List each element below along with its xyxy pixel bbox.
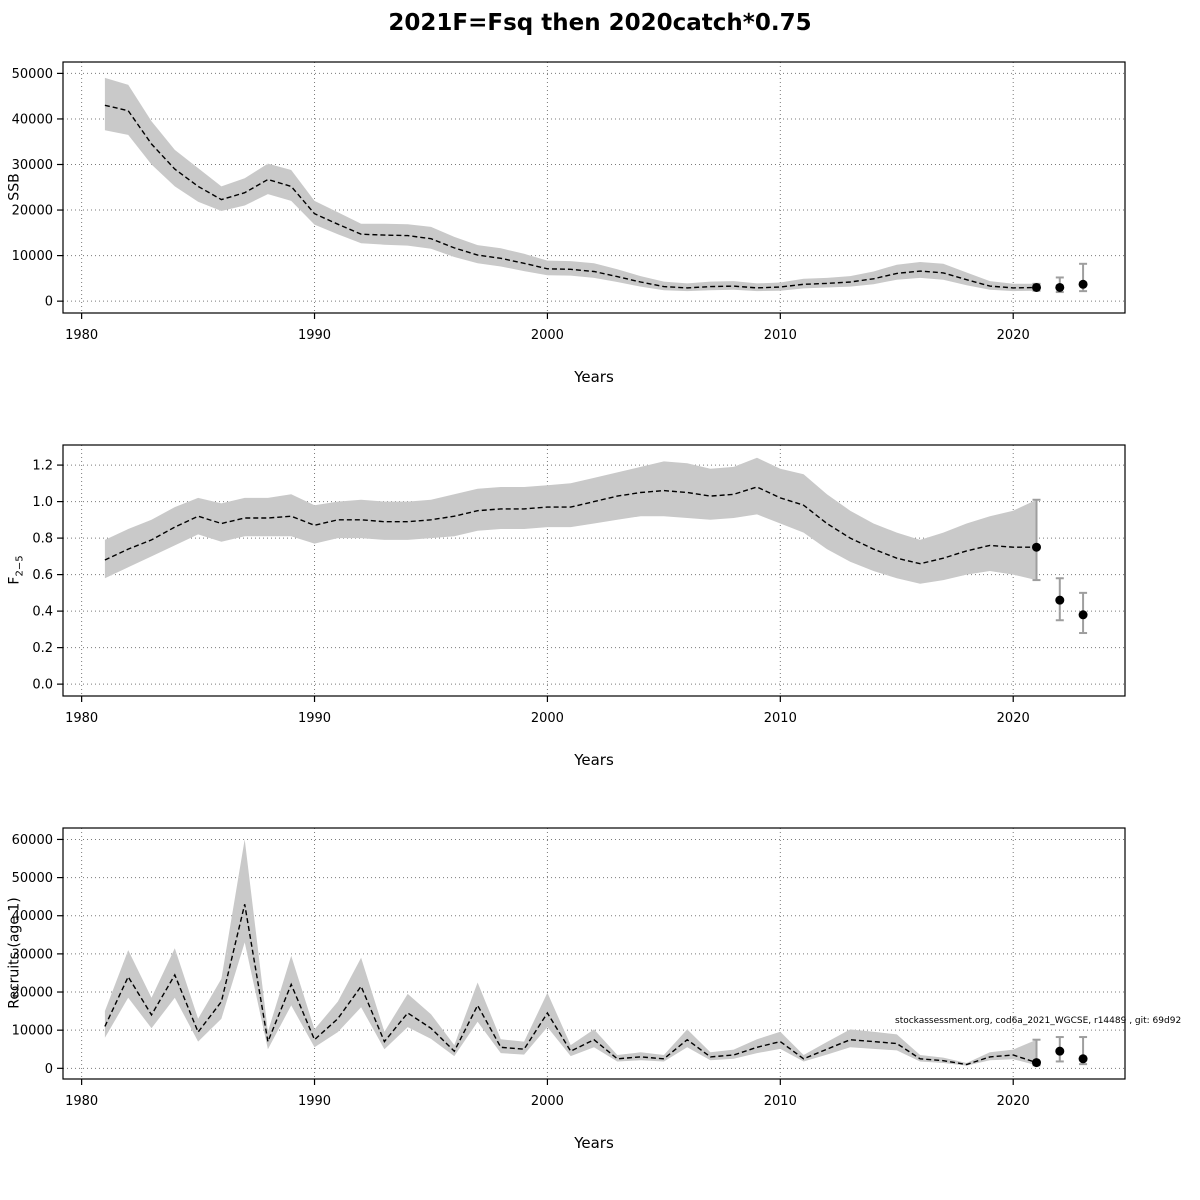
forecast-point <box>1055 595 1065 605</box>
watermark-text: stockassessment.org, cod6a_2021_WGCSE, r… <box>895 1016 1182 1026</box>
ssb-x-axis-label: Years <box>574 368 614 386</box>
x-tick-label: 1990 <box>298 1094 331 1109</box>
forecast-point <box>1078 279 1088 289</box>
x-tick-label: 1990 <box>298 328 331 343</box>
y-tick-label: 40000 <box>12 112 53 127</box>
confidence-band <box>104 839 1037 1066</box>
y-tick-label: 0 <box>45 295 53 310</box>
x-tick-label: 2020 <box>997 1094 1030 1109</box>
fbar-panel: 1980 1990 2000 2010 2020 0.0 0.2 0.4 0.6 0.8 1.0 1.… <box>0 433 1200 816</box>
recruitment-x-axis-label: Years <box>574 1134 614 1152</box>
forecast-point <box>1032 1058 1041 1068</box>
recruitment-y-axis-label-text: Recruits (age 1) <box>6 897 23 1009</box>
confidence-band <box>104 77 1037 292</box>
fbar-y-axis-label-sub: 2−5 <box>14 555 26 577</box>
x-tick-label: 2010 <box>764 328 797 343</box>
estimate-line <box>104 486 1037 565</box>
y-tick-label: 1.2 <box>32 459 53 474</box>
figure-title: 2021F=Fsq then 2020catch*0.75 <box>388 10 812 36</box>
y-tick-label: 30000 <box>12 947 53 962</box>
y-tick-label: 50000 <box>12 871 53 886</box>
fbar-y-axis-label: F2−5 <box>7 555 26 584</box>
y-tick-label: 1.0 <box>32 495 53 510</box>
y-tick-label: 0.6 <box>32 568 53 583</box>
recruitment-plot: 1980 1990 2000 2010 2020 0 10000 20000 30000 4000… <box>12 827 1126 1109</box>
ssb-panel: 1980 1990 2000 2010 2020 0 10000 20000 30000 4000… <box>0 50 1200 433</box>
ssb-y-axis-label-text: SSB <box>6 173 23 201</box>
plot-frame <box>62 444 1126 697</box>
x-tick-label: 2010 <box>764 711 797 726</box>
x-tick-label: 2000 <box>531 328 564 343</box>
x-tick-label: 2020 <box>997 711 1030 726</box>
y-tick-label: 0.8 <box>32 532 53 547</box>
y-tick-label: 0.0 <box>32 678 53 693</box>
forecast-point <box>1032 542 1041 552</box>
y-tick-label: 30000 <box>12 158 53 173</box>
forecast-point <box>1078 1054 1088 1064</box>
y-tick-label: 0.2 <box>32 641 53 656</box>
x-tick-label: 2020 <box>997 328 1030 343</box>
y-tick-label: 0.4 <box>32 605 53 620</box>
forecast-point <box>1078 610 1088 620</box>
plot-frame <box>62 61 1126 314</box>
recruitment-y-axis-label: Recruits (age 1) <box>7 897 26 1009</box>
fbar-x-axis-label: Years <box>574 751 614 769</box>
ssb-y-axis-label: SSB <box>7 173 26 200</box>
estimate-line <box>104 104 1037 289</box>
fbar-plot: 1980 1990 2000 2010 2020 0.0 0.2 0.4 0.6 0.8 1.0 1.… <box>32 444 1126 726</box>
y-tick-label: 60000 <box>12 833 53 848</box>
y-tick-label: 50000 <box>12 67 53 82</box>
forecast-point <box>1032 282 1041 292</box>
x-tick-label: 2010 <box>764 1094 797 1109</box>
y-tick-label: 0 <box>45 1062 53 1077</box>
y-tick-label: 20000 <box>12 986 53 1001</box>
confidence-band <box>104 457 1037 584</box>
ssb-plot: 1980 1990 2000 2010 2020 0 10000 20000 30000 4000… <box>12 61 1126 343</box>
forecast-point <box>1055 1046 1065 1056</box>
y-tick-label: 10000 <box>12 1024 53 1039</box>
fbar-y-axis-label-text: F <box>6 576 23 585</box>
x-tick-label: 2000 <box>531 711 564 726</box>
forecast-point <box>1055 282 1065 292</box>
y-tick-label: 10000 <box>12 249 53 264</box>
recruitment-panel: 1980 1990 2000 2010 2020 0 10000 20000 30000 4000… <box>0 816 1200 1199</box>
x-tick-label: 1980 <box>65 1094 98 1109</box>
y-tick-label: 40000 <box>12 909 53 924</box>
x-tick-label: 1990 <box>298 711 331 726</box>
x-tick-label: 1980 <box>65 711 98 726</box>
x-tick-label: 2000 <box>531 1094 564 1109</box>
x-tick-label: 1980 <box>65 328 98 343</box>
y-tick-label: 20000 <box>12 204 53 219</box>
